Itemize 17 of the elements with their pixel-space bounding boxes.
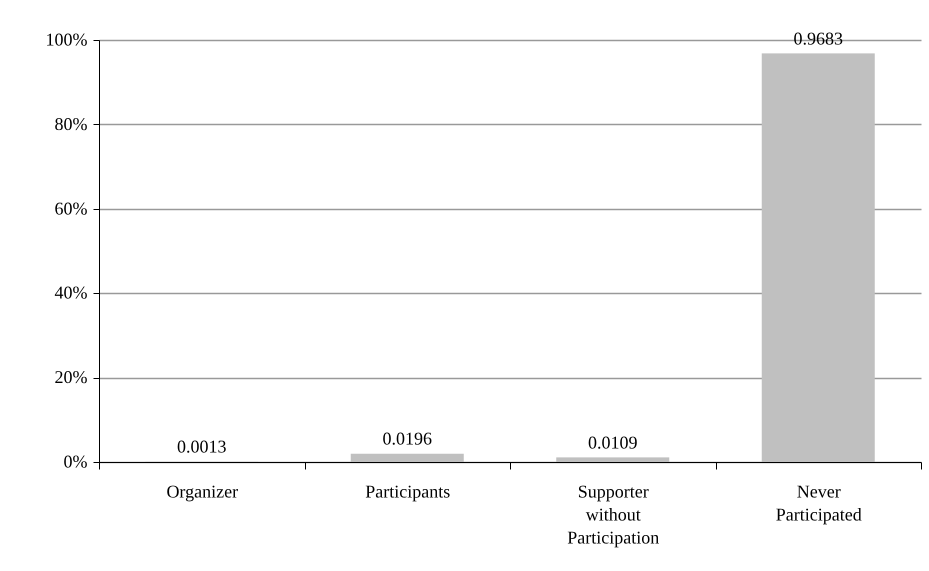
y-tick-label: 0%: [64, 452, 88, 472]
x-tick-label: Organizer: [166, 482, 238, 502]
y-tick-label: 40%: [54, 282, 88, 303]
x-tick-label: Never Participated: [776, 482, 862, 524]
x-tick-label: Participants: [365, 482, 450, 502]
y-tick-label: 60%: [54, 198, 88, 218]
data-label: 0.0013: [177, 436, 226, 456]
y-tick-label: 100%: [46, 30, 88, 50]
y-tick-label: 80%: [54, 114, 88, 134]
bar: [556, 457, 670, 462]
y-tick-label: 20%: [54, 367, 88, 388]
bar: [350, 454, 464, 462]
data-label: 0.0109: [588, 432, 638, 452]
data-label: 0.9683: [794, 28, 843, 48]
data-label: 0.0196: [382, 428, 432, 449]
bar: [762, 53, 875, 462]
x-tick-label: Supporter without Participation: [567, 482, 660, 548]
